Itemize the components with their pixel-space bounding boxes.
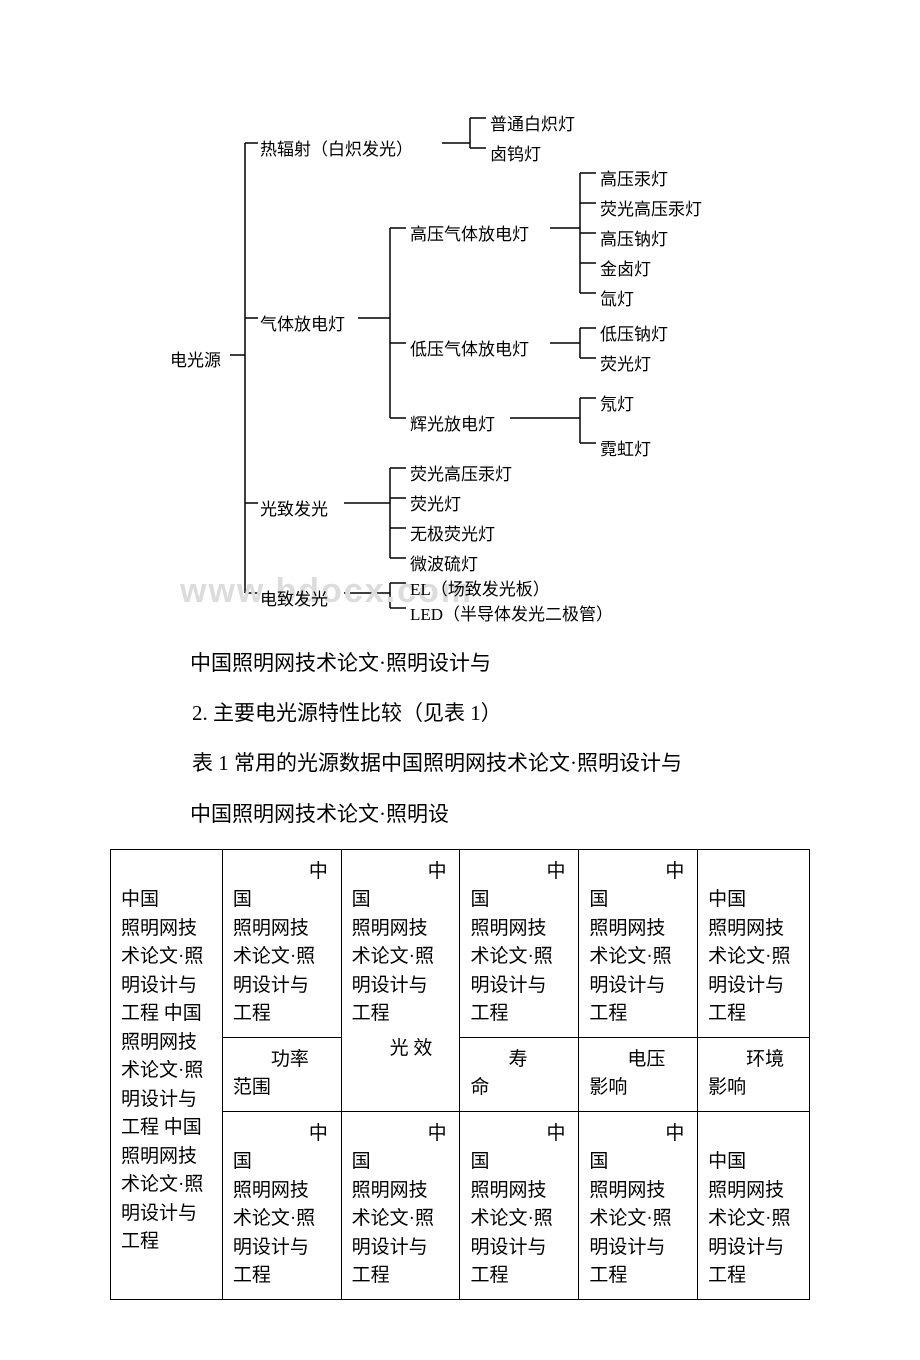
node-root: 电光源 — [170, 346, 221, 371]
node-l2: 辉光放电灯 — [410, 410, 495, 435]
node-leaf: 荧光灯 — [600, 350, 651, 375]
table-cell: 中国照明网技术论文·照明设计与工程 中国照明网技术论文·照明设计与工程 中国照明… — [111, 849, 223, 1299]
table-cell: 中国照明网技术论文·照明设计与工程 — [698, 849, 810, 1037]
node-leaf: 荧光高压汞灯 — [600, 195, 702, 220]
node-leaf: 金卤灯 — [600, 255, 651, 280]
node-leaf: 低压钠灯 — [600, 320, 668, 345]
node-leaf: 荧光高压汞灯 — [410, 460, 512, 485]
node-leaf: 氖灯 — [600, 390, 634, 415]
table-cell: 中国照明网技术论文·照明设计与工程 — [460, 849, 579, 1037]
node-leaf: LED（半导体发光二极管） — [410, 600, 613, 625]
data-table: 中国照明网技术论文·照明设计与工程 中国照明网技术论文·照明设计与工程 中国照明… — [110, 849, 810, 1300]
table-cell: 中国照明网技术论文·照明设计与工程 — [579, 849, 698, 1037]
table-cell: 中国照明网技术论文·照明设计与工程 — [222, 849, 341, 1037]
table-cell: 功率 范围 — [222, 1037, 341, 1111]
node-l2: 高压气体放电灯 — [410, 220, 529, 245]
node-leaf: 霓虹灯 — [600, 435, 651, 460]
body-paragraph: 中国照明网技术论文·照明设 — [190, 791, 810, 837]
node-leaf: EL（场致发光板） — [410, 575, 550, 600]
table-cell: 中国照明网技术论文·照明设计与工程 — [698, 1111, 810, 1299]
body-paragraph: 表 1 常用的光源数据中国照明网技术论文·照明设计与 — [150, 740, 810, 786]
node-leaf: 无极荧光灯 — [410, 520, 495, 545]
table-cell: 中国照明网技术论文·照明设计与工程 — [222, 1111, 341, 1299]
body-paragraph: 中国照明网技术论文·照明设计与 — [190, 640, 810, 686]
table-cell: 寿 命 — [460, 1037, 579, 1111]
node-l1: 气体放电灯 — [260, 310, 345, 335]
node-leaf: 高压汞灯 — [600, 165, 668, 190]
body-paragraph: 2. 主要电光源特性比较（见表 1） — [150, 690, 810, 736]
node-leaf: 微波硫灯 — [410, 550, 478, 575]
tree-diagram: www.bdocx.com 电光源 热辐射（白炽发光） 气体放电灯 光致发光 电… — [110, 80, 810, 620]
node-l1: 热辐射（白炽发光） — [260, 135, 413, 160]
node-l2: 低压气体放电灯 — [410, 335, 529, 360]
table-cell: 中国照明网技术论文·照明设计与工程 光 效 — [341, 849, 460, 1111]
table-cell: 中国照明网技术论文·照明设计与工程 — [579, 1111, 698, 1299]
table-cell: 中国照明网技术论文·照明设计与工程 — [341, 1111, 460, 1299]
node-leaf: 荧光灯 — [410, 490, 461, 515]
table-row: 中国照明网技术论文·照明设计与工程 中国照明网技术论文·照明设计与工程 中国照明… — [111, 849, 810, 1037]
node-l1: 电致发光 — [260, 585, 328, 610]
node-leaf: 高压钠灯 — [600, 225, 668, 250]
table-cell: 环境 影响 — [698, 1037, 810, 1111]
node-leaf: 氙灯 — [600, 285, 634, 310]
table-cell: 中国照明网技术论文·照明设计与工程 — [460, 1111, 579, 1299]
node-l1: 光致发光 — [260, 495, 328, 520]
node-leaf: 卤钨灯 — [490, 140, 541, 165]
table-cell: 电压 影响 — [579, 1037, 698, 1111]
node-leaf: 普通白炽灯 — [490, 110, 575, 135]
document-page: www.bdocx.com 电光源 热辐射（白炽发光） 气体放电灯 光致发光 电… — [0, 0, 920, 1360]
